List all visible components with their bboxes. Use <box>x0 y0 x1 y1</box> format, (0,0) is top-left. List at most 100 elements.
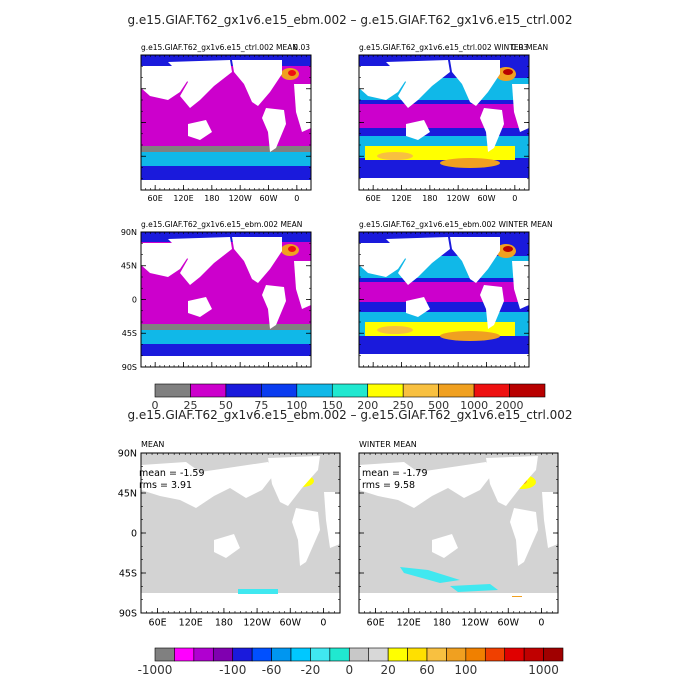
y-tick-label: 90S <box>119 608 137 619</box>
land-eurasia-africa-west <box>359 243 406 277</box>
land-europe-asia <box>359 462 494 508</box>
y-tick-label: 90N <box>121 228 137 237</box>
panel-title-diff-mean: MEAN <box>141 440 164 449</box>
southern-band-blue <box>141 344 311 356</box>
colorbar-swatch <box>225 383 262 398</box>
southern-orange-2 <box>440 331 500 341</box>
north-atlantic-core <box>288 70 296 76</box>
colorbar-swatch <box>523 647 544 662</box>
colorbar-label: 150 <box>322 399 343 412</box>
land-ctrl-winter <box>359 60 529 152</box>
y-tick-label: 45S <box>122 329 137 338</box>
colorbar-swatch <box>193 647 214 662</box>
north-atlantic-core <box>503 69 513 75</box>
x-tick-label: 120W <box>243 618 271 629</box>
x-tick-label: 120W <box>447 194 470 203</box>
colorbar-label: -60 <box>262 663 282 677</box>
land-asia <box>168 237 232 285</box>
colorbar-label: 0 <box>152 399 159 412</box>
land-africa <box>542 492 558 548</box>
colorbar-label: 0 <box>345 663 353 677</box>
land-diff-winter <box>359 456 558 566</box>
colorbar-label: 60 <box>419 663 434 677</box>
land-south-america <box>480 285 504 329</box>
colorbar-swatch <box>543 647 564 662</box>
x-tick-label: 0 <box>320 618 326 629</box>
land-africa-east <box>294 84 311 132</box>
panel-title-ebm-winter: g.e15.GIAF.T62_gx1v6.e15_ebm.002 WINTER … <box>359 220 553 229</box>
panel-corner-ctrl-winter: 0.03 <box>511 43 528 52</box>
colorbar-swatch <box>504 647 525 662</box>
colorbar-swatch <box>154 647 175 662</box>
colorbar-swatch <box>212 647 234 662</box>
colorbar-swatch <box>509 383 546 398</box>
colorbar-label: -1000 <box>138 663 173 677</box>
land-south-america <box>262 285 286 329</box>
x-tick-label: 180 <box>215 618 233 629</box>
southern-cyan-patch <box>238 589 278 594</box>
land-eurasia-africa-west <box>359 66 406 100</box>
land-ctrl-mean <box>141 60 311 152</box>
y-tick-label: 0 <box>132 295 137 304</box>
x-tick-label: 120E <box>391 194 411 203</box>
land-australia <box>406 297 430 317</box>
colorbar-swatch <box>296 383 333 398</box>
land-africa-east <box>512 84 529 132</box>
colorbar-label: 500 <box>428 399 449 412</box>
colorbar-swatch <box>290 647 311 662</box>
colorbar-label: 100 <box>454 663 477 677</box>
y-tick-label: 45N <box>121 262 137 271</box>
colorbar-label: 25 <box>183 399 197 412</box>
panel-title-ctrl-winter: g.e15.GIAF.T62_gx1v6.e15_ctrl.002 WINTER… <box>359 43 548 52</box>
colorbar-swatch <box>310 647 331 662</box>
colorbar-swatch <box>251 647 272 662</box>
y-tick-label: 90N <box>118 448 137 459</box>
figure-title-diff: g.e15.GIAF.T62_gx1v6.e15_ebm.002 – g.e15… <box>127 408 572 422</box>
land-ebm-winter <box>359 237 529 329</box>
colorbar-swatch <box>190 383 227 398</box>
panel-title-ebm-mean: g.e15.GIAF.T62_gx1v6.e15_ebm.002 MEAN <box>141 220 302 229</box>
colorbar-swatch <box>438 383 475 398</box>
colorbar-swatch <box>484 647 506 662</box>
colorbar-bottom: -1000 -100 -60 -20 0 20 60 100 1000 <box>138 647 564 677</box>
x-tick-label: 60W <box>280 618 302 629</box>
x-tick-label: 120E <box>179 618 203 629</box>
land-north-america <box>450 60 500 106</box>
y-tick-label: 45S <box>119 568 137 579</box>
colorbar-swatch <box>367 383 404 398</box>
x-tick-label: 60E <box>367 618 385 629</box>
x-tick-label: 60W <box>498 618 520 629</box>
panel-corner-ctrl-mean: 0.03 <box>293 43 310 52</box>
colorbar-swatch <box>329 647 350 662</box>
land-south-america <box>262 108 286 152</box>
colorbar-label: 2000 <box>496 399 524 412</box>
land-africa <box>324 492 340 548</box>
colorbar-swatch <box>465 647 486 662</box>
panel-title-ctrl-mean: g.e15.GIAF.T62_gx1v6.e15_ctrl.002 MEAN <box>141 43 298 52</box>
colorbar-swatch <box>261 383 298 398</box>
north-atlantic-core <box>288 246 296 252</box>
x-tick-label: 60E <box>149 618 167 629</box>
land-australia <box>188 120 212 140</box>
figure-title-top: g.e15.GIAF.T62_gx1v6.e15_ebm.002 – g.e15… <box>127 13 572 27</box>
land-diff-mean <box>141 456 340 566</box>
colorbar-swatch <box>402 383 439 398</box>
antarctic-band <box>141 180 311 190</box>
colorbar-label: 200 <box>357 399 378 412</box>
colorbar-swatch <box>368 647 389 662</box>
land-south-america <box>480 108 504 152</box>
colorbar-swatch <box>331 383 369 398</box>
x-tick-label: 180 <box>422 194 437 203</box>
x-tick-label: 0 <box>294 194 299 203</box>
colorbar-label: 250 <box>393 399 414 412</box>
x-tick-label: 180 <box>204 194 219 203</box>
land-australia <box>188 297 212 317</box>
land-north-america <box>232 237 282 283</box>
x-tick-label: 60E <box>366 194 381 203</box>
antarctic-land <box>141 597 340 613</box>
land-north-america <box>232 60 282 106</box>
y-tick-label: 90S <box>122 363 137 372</box>
land-eurasia-africa-west <box>141 243 188 277</box>
diff-winter-rms-label: rms = 9.58 <box>362 480 415 491</box>
